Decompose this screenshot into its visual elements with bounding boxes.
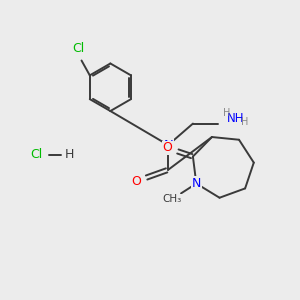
Text: H: H	[223, 108, 230, 118]
Text: O: O	[131, 175, 141, 188]
Text: O: O	[162, 141, 172, 154]
Text: N: N	[163, 139, 173, 152]
Text: H: H	[65, 148, 74, 161]
Text: CH₃: CH₃	[163, 194, 182, 204]
Text: Cl: Cl	[30, 148, 42, 161]
Text: NH: NH	[227, 112, 244, 125]
Text: N: N	[192, 177, 201, 190]
Text: H: H	[242, 117, 249, 127]
Text: Cl: Cl	[72, 42, 84, 56]
